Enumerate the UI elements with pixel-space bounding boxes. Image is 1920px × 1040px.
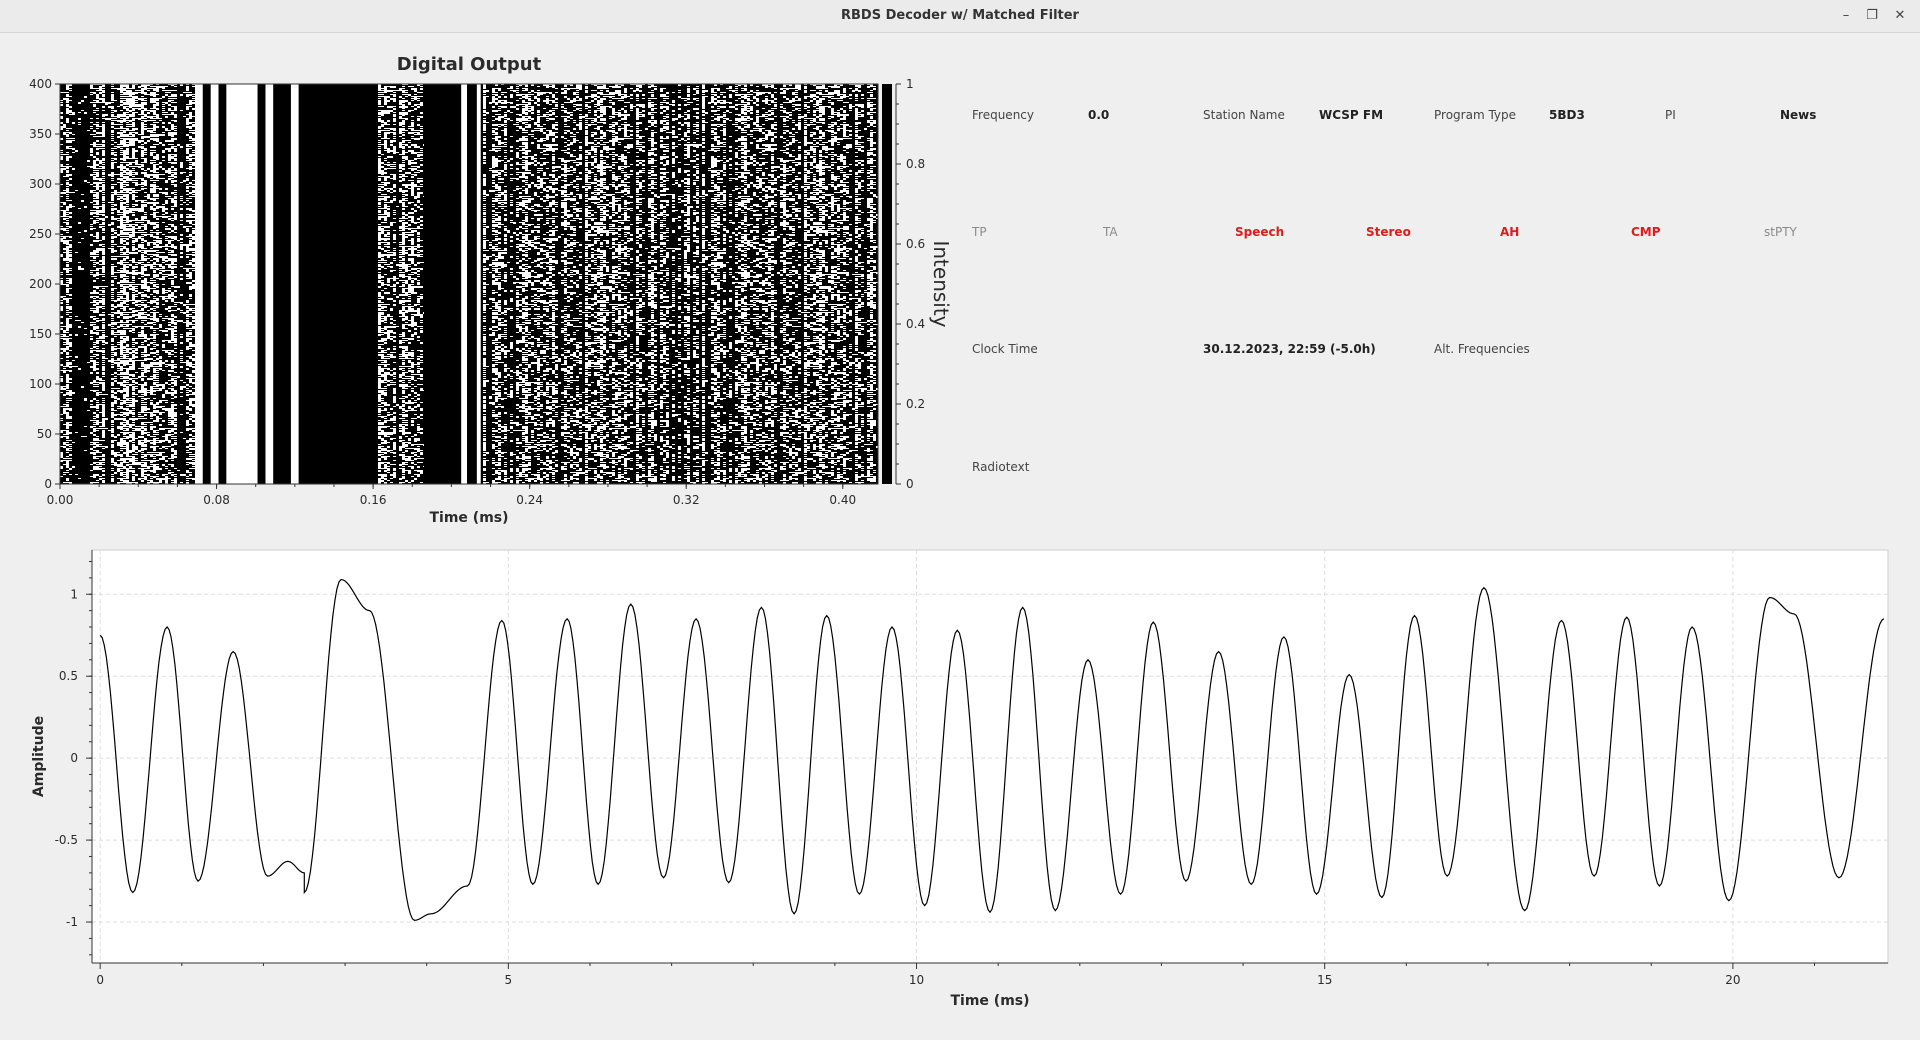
time-plot-area — [91, 549, 1889, 964]
heatmap-x-tick-label: 0.32 — [673, 493, 700, 507]
flag-stpty: stPTY — [1764, 225, 1797, 239]
frequency-label: Frequency — [972, 108, 1034, 122]
heatmap-column-5 — [257, 84, 266, 484]
rds-info-panel: Frequency 0.0 Station Name WCSP FM Progr… — [960, 90, 1900, 510]
time-x-label: Time (ms) — [950, 993, 1029, 1009]
time-x-tick-label: 10 — [909, 973, 924, 987]
time-y-tick-label: -1 — [66, 915, 78, 929]
heatmap-y-tick-label: 150 — [29, 327, 52, 341]
heatmap-x-tick-label: 0.16 — [360, 493, 387, 507]
pi-label: PI — [1665, 108, 1676, 122]
alt-frequencies-label: Alt. Frequencies — [1434, 342, 1530, 356]
heatmap-x-tick-label: 0.08 — [203, 493, 230, 507]
colorbar-tick-label: 0 — [906, 477, 914, 491]
colorbar-label: Intensity — [929, 240, 953, 327]
time-waveform-line — [99, 578, 1885, 922]
colorbar-tick-label: 0.2 — [906, 397, 925, 411]
colorbar-tick-label: 0.8 — [906, 157, 925, 171]
heatmap-column-13 — [467, 84, 477, 484]
heatmap-x-tick-label: 0.00 — [47, 493, 74, 507]
radiotext-label: Radiotext — [972, 460, 1030, 474]
flag-ah: AH — [1500, 225, 1520, 239]
program-type-label: Program Type — [1434, 108, 1517, 122]
heatmap-title: Digital Output — [397, 54, 542, 75]
heatmap-column-14 — [476, 84, 481, 484]
station-name-label: Station Name — [1203, 108, 1285, 122]
heatmap-column-8 — [290, 84, 299, 484]
heatmap-column-4 — [226, 84, 258, 484]
flag-ta: TA — [1103, 225, 1118, 239]
time-y-tick-label: 0 — [70, 751, 78, 765]
heatmap-column-3 — [218, 84, 227, 484]
heatmap-column-2 — [210, 84, 219, 484]
flag-stereo: Stereo — [1366, 225, 1411, 239]
heatmap-y-tick-label: 200 — [29, 277, 52, 291]
heatmap-x-tick-label: 0.24 — [516, 493, 543, 507]
heatmap-column-9 — [298, 84, 315, 484]
time-y-tick-label: -0.5 — [55, 833, 78, 847]
colorbar-tick-label: 1 — [906, 77, 914, 91]
window-title: RBDS Decoder w/ Matched Filter — [841, 8, 1079, 23]
heatmap-x-label: Time (ms) — [429, 510, 508, 526]
heatmap-y-tick-label: 50 — [37, 427, 52, 441]
station-name-value: WCSP FM — [1319, 108, 1384, 122]
time-y-tick-label: 0.5 — [59, 669, 78, 683]
heatmap-y-tick-label: 250 — [29, 227, 52, 241]
frequency-value: 0.0 — [1088, 108, 1110, 122]
restore-icon[interactable]: ❐ — [1866, 8, 1878, 23]
colorbar-tick-label: 0.6 — [906, 237, 925, 251]
heatmap-x-tick-label: 0.40 — [829, 493, 856, 507]
heatmap-column-10 — [314, 84, 378, 484]
time-x-tick-label: 15 — [1317, 973, 1332, 987]
heatmap-y-tick-label: 300 — [29, 177, 52, 191]
time-y-tick-label: 1 — [70, 587, 78, 601]
heatmap-column-11 — [423, 84, 462, 484]
time-x-tick-label: 5 — [505, 973, 513, 987]
colorbar-tick-label: 0.4 — [906, 317, 925, 331]
heatmap-cells — [60, 84, 879, 484]
minimize-icon[interactable]: – — [1842, 8, 1850, 23]
heatmap-y-tick-label: 100 — [29, 377, 52, 391]
heatmap-column-6 — [265, 84, 274, 484]
time-x-tick-label: 20 — [1725, 973, 1740, 987]
clock-time-label: Clock Time — [972, 342, 1038, 356]
heatmap-y-tick-label: 350 — [29, 127, 52, 141]
heatmap-y-tick-label: 400 — [29, 77, 52, 91]
time-x-tick-label: 0 — [96, 973, 104, 987]
time-domain-chart: 0 5 10 15 20 Time (ms) -1 -0.5 0 0.5 1 Amplitude — [31, 549, 1889, 1009]
time-y-label: Amplitude — [31, 716, 47, 797]
flag-speech: Speech — [1235, 225, 1285, 239]
program-type-value: 5BD3 — [1549, 108, 1585, 122]
flag-tp: TP — [972, 225, 987, 239]
clock-time-value: 30.12.2023, 22:59 (-5.0h) — [1203, 342, 1376, 356]
pi-value: News — [1780, 108, 1817, 122]
close-icon[interactable]: ✕ — [1894, 8, 1906, 23]
heatmap-column-1 — [202, 84, 211, 484]
window-titlebar: RBDS Decoder w/ Matched Filter – ❐ ✕ — [0, 0, 1920, 33]
heatmap-column-7 — [273, 84, 291, 484]
heatmap-column-12 — [461, 84, 468, 484]
colorbar — [882, 84, 892, 484]
flag-cmp: CMP — [1631, 225, 1661, 239]
heatmap-y-tick-label: 0 — [44, 477, 52, 491]
heatmap-column-0 — [195, 84, 203, 484]
